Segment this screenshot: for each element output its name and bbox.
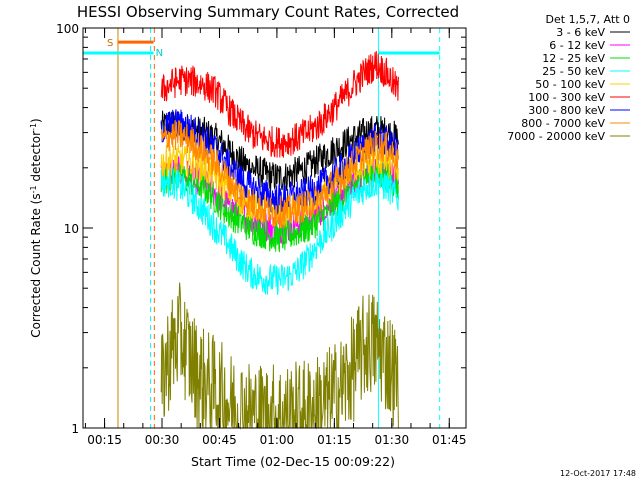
y-tick-label: 10 — [64, 222, 79, 236]
legend-label-6: 300 - 800 keV — [528, 104, 605, 117]
x-axis-label: Start Time (02-Dec-15 00:09:22) — [191, 454, 395, 469]
legend-label-8: 7000 - 20000 keV — [507, 130, 605, 143]
x-tick-label: 00:30 — [145, 433, 180, 447]
x-axis: 00:15 00:30 00:45 01:00 01:15 01:30 01:45 — [84, 28, 467, 447]
legend-label-0: 3 - 6 keV — [556, 26, 605, 39]
legend-label-4: 50 - 100 keV — [535, 78, 605, 91]
x-tick-label: 00:45 — [202, 433, 237, 447]
series-line-5 — [160, 50, 399, 158]
series-line-3 — [160, 167, 399, 295]
x-tick-label: 00:15 — [87, 433, 122, 447]
x-tick-label: 01:15 — [317, 433, 352, 447]
y-tick-label: 100 — [56, 22, 79, 36]
x-tick-label: 01:30 — [375, 433, 410, 447]
chart-title: HESSI Observing Summary Count Rates, Cor… — [77, 3, 459, 21]
x-tick-label: 01:45 — [432, 433, 467, 447]
legend-label-1: 6 - 12 keV — [549, 39, 605, 52]
y-axis-label: Corrected Count Rate (s-1 detector-1) — [29, 118, 43, 337]
legend-label-3: 25 - 50 keV — [542, 65, 605, 78]
y-tick-label: 1 — [71, 422, 79, 436]
plot-frame — [82, 27, 467, 429]
y-axis: 1 10 100 — [56, 22, 466, 436]
legend-label-5: 100 - 300 keV — [528, 91, 605, 104]
timestamp: 12-Oct-2017 17:48 — [560, 469, 636, 478]
series-line-7 — [160, 120, 399, 229]
legend-label-7: 800 - 7000 keV — [521, 117, 605, 130]
night-label: N — [156, 48, 163, 59]
plot-area: SN — [83, 28, 441, 430]
x-tick-label: 01:00 — [260, 433, 295, 447]
legend-label-2: 12 - 25 keV — [542, 52, 605, 65]
legend-header: Det 1,5,7, Att 0 — [546, 13, 630, 26]
series-line-8 — [160, 282, 399, 430]
saa-label: S — [107, 38, 113, 49]
